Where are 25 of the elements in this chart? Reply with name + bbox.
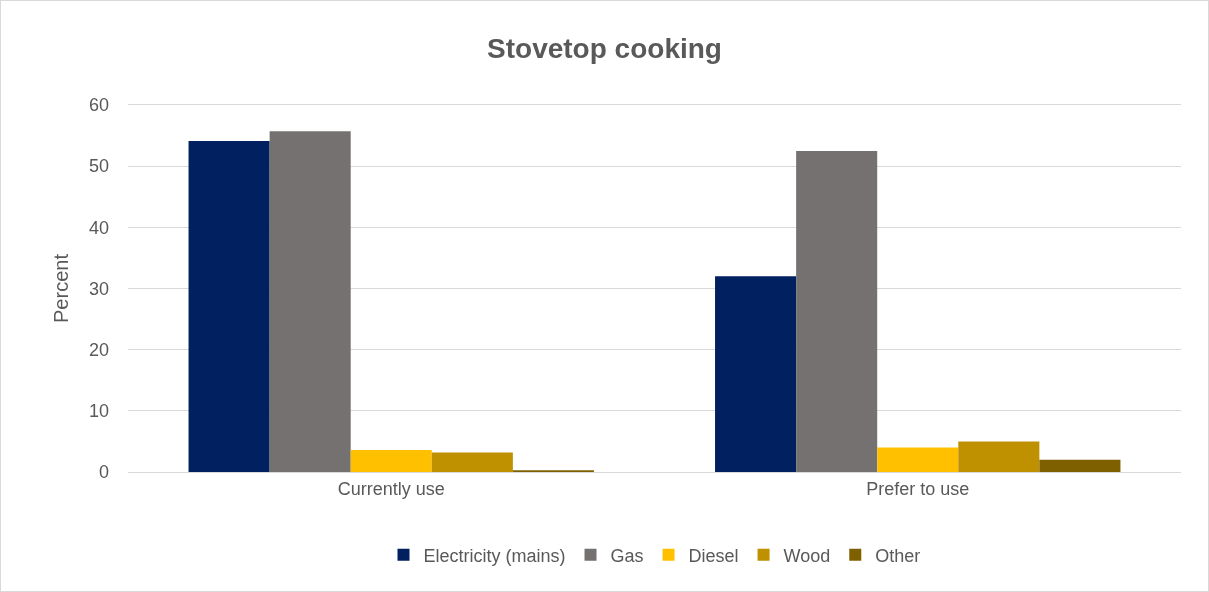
bar (431, 452, 513, 472)
chart-title: Stovetop cooking (487, 32, 722, 64)
y-tick-label: 10 (88, 401, 109, 422)
bar (958, 441, 1040, 472)
bar (1039, 459, 1121, 472)
x-tick-label: Prefer to use (866, 478, 970, 499)
y-tick-label: 20 (88, 339, 109, 360)
legend-label: Wood (783, 545, 831, 566)
y-tick-label: 40 (88, 217, 109, 238)
x-tick-label: Currently use (337, 478, 445, 499)
bar (188, 141, 270, 472)
legend-label: Electricity (mains) (423, 545, 566, 566)
bar (350, 449, 432, 472)
y-tick-label: 30 (88, 278, 109, 299)
legend-label: Diesel (688, 545, 739, 566)
bar (877, 447, 959, 472)
y-axis-title: Percent (50, 253, 73, 323)
bar (796, 150, 878, 472)
legend-label: Gas (610, 545, 644, 566)
y-tick-label: 50 (88, 156, 109, 177)
y-tick-label: 0 (98, 462, 109, 483)
bar (715, 276, 797, 472)
bar (269, 131, 351, 472)
legend-label: Other (875, 545, 921, 566)
y-tick-label: 60 (88, 95, 109, 116)
